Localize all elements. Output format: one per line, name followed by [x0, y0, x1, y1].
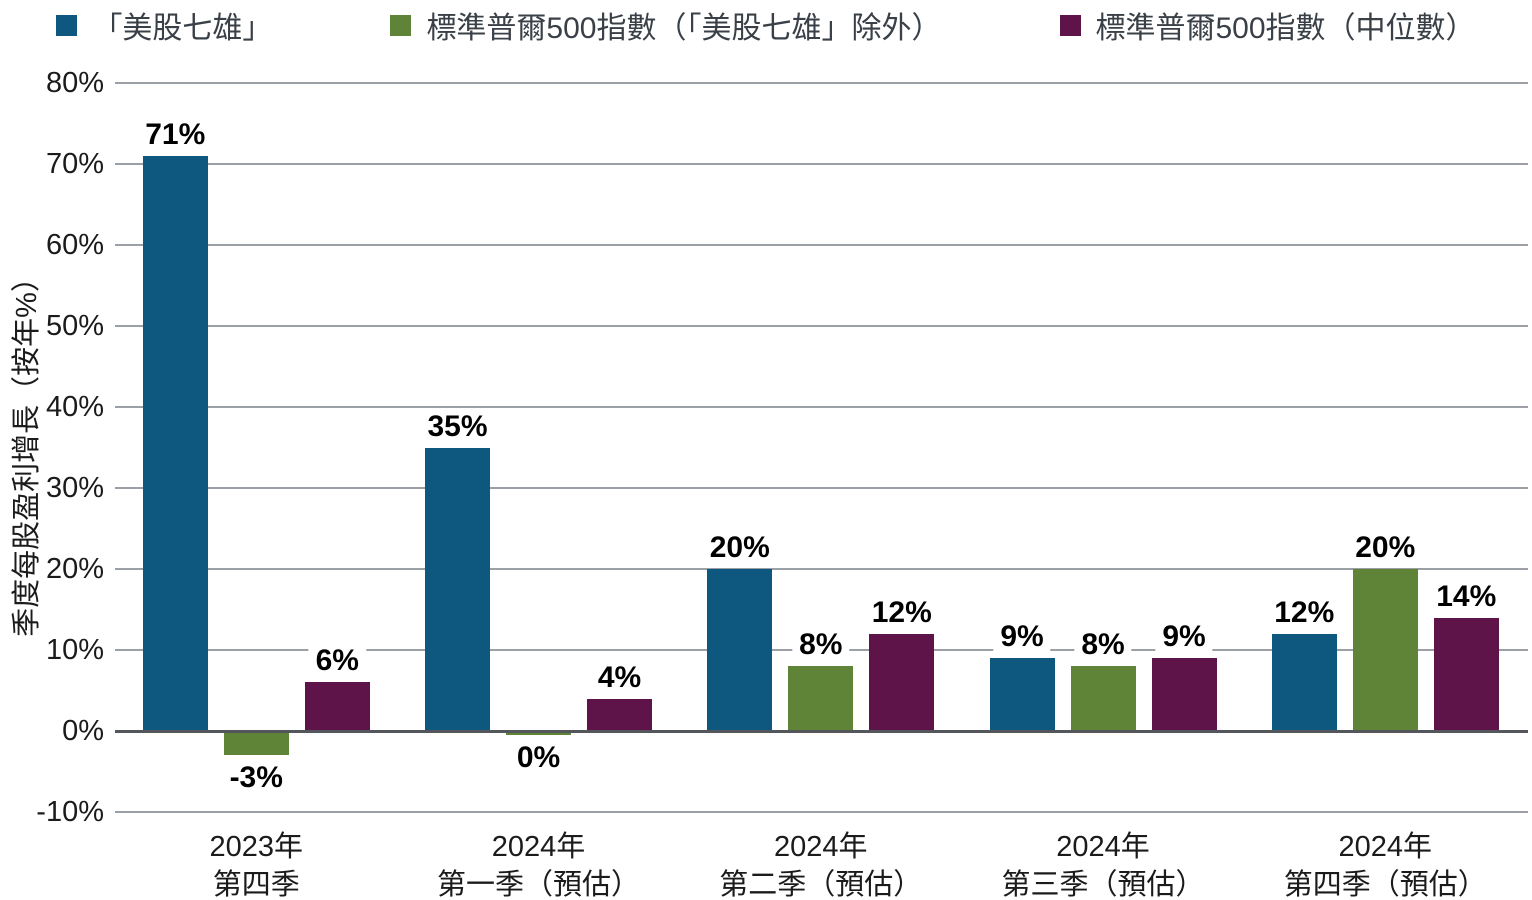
bar-value-label: -3% [222, 760, 290, 797]
legend-item: 標準普爾500指數（中位數） [1059, 3, 1476, 47]
legend-label: 「美股七雄」 [92, 12, 273, 45]
bar-value-label: 0% [509, 740, 568, 776]
y-tick-label: 80% [45, 67, 104, 99]
gridline [115, 325, 1528, 327]
legend-label: 標準普爾500指數（中位數） [1095, 12, 1476, 45]
legend-swatch-icon [56, 14, 78, 36]
plot-area: 71% 35% 20% 9% 12% -3% 0% 8% 8% 20% 6% 4% 12% 9% 14% [115, 82, 1528, 813]
bar-value-label: 8% [792, 627, 850, 664]
x-axis-label-line: 2024年 [491, 831, 586, 863]
bar-value-label: 20% [702, 530, 777, 566]
x-axis-label-line: 2023年 [209, 831, 303, 863]
x-axis-label: 2024年第二季（預估） [651, 828, 991, 900]
legend-swatch-icon [1059, 14, 1081, 36]
legend-swatch-icon [390, 14, 412, 36]
bar-value-label: 4% [590, 659, 649, 696]
bar-value-label: 9% [993, 619, 1051, 656]
zero-line [115, 729, 1528, 733]
gridline [115, 244, 1528, 246]
x-axis-label-line: 2024年 [773, 831, 868, 863]
bar [1070, 666, 1136, 731]
x-axis-label-line: 第三季（預估） [1001, 869, 1205, 900]
bar [223, 731, 289, 756]
bar [506, 731, 571, 735]
x-axis-label: 2024年第一季（預估） [369, 828, 709, 900]
y-tick-label: 50% [45, 310, 104, 342]
gridline [115, 568, 1528, 570]
y-tick-label: 70% [45, 148, 104, 180]
bar [587, 698, 652, 731]
x-axis-label-line: 第四季（預估） [1283, 869, 1487, 900]
bar [989, 658, 1055, 731]
bar [1352, 569, 1418, 731]
bar [304, 682, 370, 731]
chart-legend: 「美股七雄」 標準普爾500指數（「美股七雄」除外） 標準普爾500指數（中位數） [0, 3, 1532, 47]
bar [142, 155, 208, 731]
x-axis-label-line: 2024年 [1056, 831, 1150, 863]
bar-value-label: 20% [1348, 530, 1423, 566]
y-tick-label: 20% [45, 553, 104, 585]
bar [869, 633, 935, 731]
y-tick-label: -10% [36, 796, 104, 828]
y-tick-label: 0% [62, 715, 104, 747]
gridline [115, 487, 1528, 489]
bar [707, 569, 773, 731]
gridline [115, 82, 1528, 84]
x-axis-label-line: 第一季（預估） [436, 869, 640, 900]
bar-value-label: 12% [864, 594, 939, 631]
x-axis-label: 2024年第四季（預估） [1215, 828, 1532, 900]
x-axis-label: 2023年第四季 [86, 828, 426, 900]
gridline [115, 811, 1528, 813]
bar-value-label: 6% [308, 643, 366, 680]
bar-value-label: 9% [1155, 619, 1213, 656]
legend-label: 標準普爾500指數（「美股七雄」除外） [426, 12, 942, 45]
x-axis-label: 2024年第三季（預估） [933, 828, 1273, 900]
bar [788, 666, 854, 731]
bar [1271, 633, 1337, 731]
bar [425, 447, 490, 731]
y-tick-label: 40% [45, 391, 104, 423]
bar [1151, 658, 1217, 731]
y-tick-label: 30% [45, 472, 104, 504]
x-axis-label-line: 2024年 [1338, 831, 1432, 863]
legend-item: 「美股七雄」 [56, 3, 272, 47]
gridline [115, 406, 1528, 408]
bar-value-label: 12% [1267, 594, 1342, 631]
bar-value-label: 8% [1074, 627, 1132, 664]
y-tick-label: 60% [45, 229, 104, 261]
bar-value-label: 14% [1429, 578, 1504, 615]
x-axis-label-line: 第四季 [212, 869, 300, 900]
bar-value-label: 35% [420, 408, 495, 445]
y-tick-label: 10% [45, 634, 104, 666]
bar [1433, 617, 1499, 731]
x-axis-label-line: 第二季（預估） [719, 869, 923, 900]
bar-value-label: 71% [138, 116, 213, 153]
legend-item: 標準普爾500指數（「美股七雄」除外） [390, 3, 942, 47]
gridline [115, 163, 1528, 165]
